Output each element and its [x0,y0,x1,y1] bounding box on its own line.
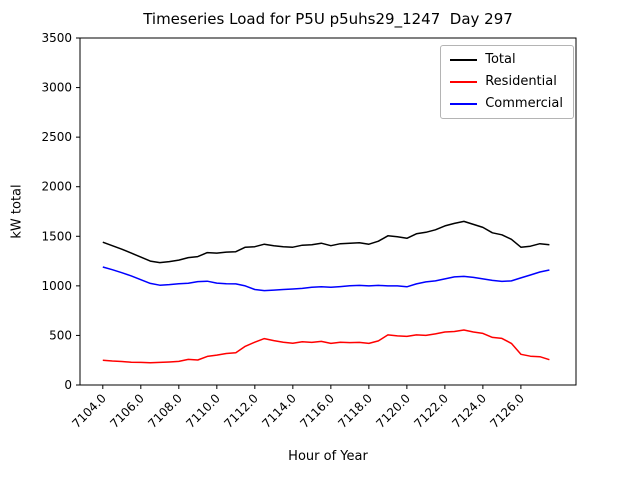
y-tick-label: 500 [49,328,72,342]
commercial-line-swatch [450,103,478,105]
series-line-residential [102,329,550,364]
x-tick-label: 7108.0 [145,391,185,431]
legend-label-total: Total [485,52,516,67]
total-line-swatch [450,59,478,61]
x-axis-label: Hour of Year [288,449,368,464]
y-tick-label: 1500 [41,229,72,243]
series-line-commercial [102,266,550,292]
y-tick-label: 2000 [41,180,72,194]
axes-frame [79,37,577,386]
x-tick-label: 7118.0 [335,391,375,431]
x-tick-label: 7112.0 [221,391,261,431]
legend-item-total: Total [450,53,563,67]
legend: Total Residential Commercial [440,45,574,119]
y-tick-label: 1000 [41,279,72,293]
x-tick-label: 7106.0 [107,391,147,431]
legend-item-residential: Residential [450,75,563,89]
x-tick-label: 7124.0 [449,391,489,431]
x-tick-label: 7122.0 [411,391,451,431]
series-line-total [102,220,550,264]
chart-title: Timeseries Load for P5U p5uhs29_1247 Day… [143,10,513,28]
x-tick-label: 7126.0 [487,391,527,431]
y-tick-label: 0 [64,378,72,392]
y-tick-label: 3500 [41,31,72,45]
residential-line-swatch [450,81,478,83]
y-tick-label: 2500 [41,130,72,144]
x-tick-label: 7114.0 [259,391,299,431]
y-axis-label: kW total [9,184,25,239]
x-tick-label: 7116.0 [297,391,337,431]
legend-label-commercial: Commercial [485,96,563,111]
legend-item-commercial: Commercial [450,97,563,111]
legend-label-residential: Residential [485,74,557,89]
x-tick-label: 7104.0 [69,391,109,431]
y-tick-label: 3000 [41,81,72,95]
x-tick-label: 7110.0 [183,391,223,431]
x-tick-label: 7120.0 [373,391,413,431]
